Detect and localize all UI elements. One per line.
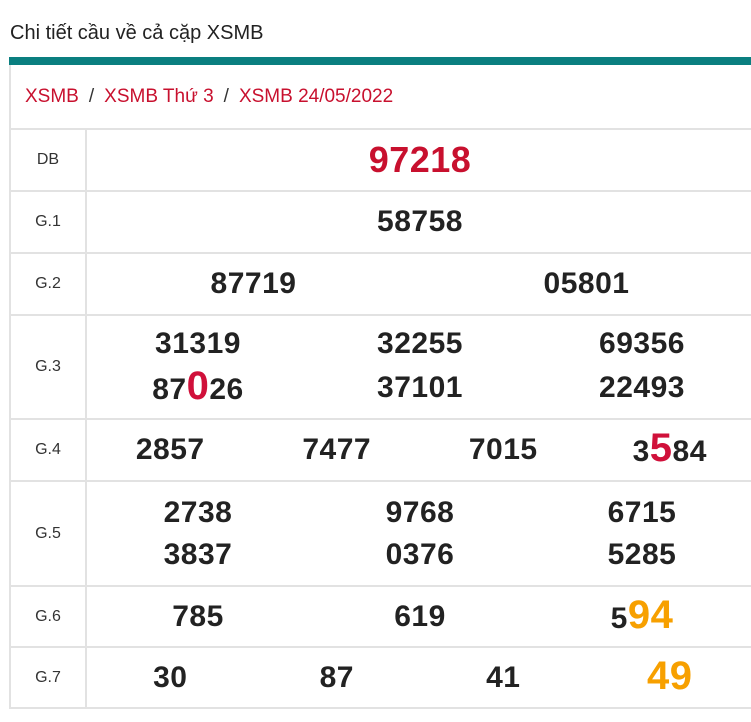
result-number: 2857 (135, 433, 205, 466)
prize-numbers: 2738 9768 6715 3837 0376 5285 (87, 492, 751, 576)
result-number: 41 (486, 660, 521, 694)
result-number: 05801 (543, 267, 630, 300)
result-number: 49 (587, 655, 751, 701)
highlighted-digits: 5 (649, 426, 673, 470)
prize-label: G.2 (11, 253, 87, 316)
result-number: 594 (610, 592, 674, 637)
prize-row-db: DB 97218 (11, 130, 751, 192)
prize-row-g4: G.4 2857 7477 7015 3584 (11, 419, 751, 482)
result-number: 619 (394, 599, 446, 633)
prize-label: G.4 (11, 419, 87, 482)
prize-numbers: 31319 32255 69356 87026 37101 22493 (87, 323, 751, 411)
breadcrumb-xsmb[interactable]: XSMB (25, 85, 79, 107)
breadcrumb-xsmb-date[interactable]: XSMB 24/05/2022 (238, 85, 394, 107)
result-number: 785 (172, 599, 224, 633)
result-number: 3584 (632, 426, 707, 470)
header-accent-bar (9, 57, 751, 65)
prize-row-g7: G.7 30 87 41 49 (11, 647, 751, 709)
prize-row-g2: G.2 87719 05801 (11, 253, 751, 316)
result-number: 5285 (607, 537, 677, 571)
result-number: 7477 (302, 433, 372, 466)
prize-numbers: 58758 (87, 201, 751, 243)
highlighted-digits: 0 (186, 364, 210, 408)
result-number: 31319 (155, 327, 241, 360)
result-number: 7015 (468, 433, 538, 466)
prize-row-g1: G.1 58758 (11, 191, 751, 254)
prize-numbers: 785 619 594 (87, 594, 751, 640)
results-table: DB 97218 G.1 58758 G.2 87719 05801 G.3 31319 3225… (11, 130, 751, 709)
result-number: 30 (153, 660, 188, 694)
result-number: 87026 (152, 364, 244, 408)
prize-label: DB (11, 130, 87, 192)
prize-numbers: 87719 05801 (87, 263, 751, 305)
breadcrumb: XSMB / XSMB Thứ 3 / XSMB 24/05/2022 (11, 65, 751, 130)
prize-label: G.3 (11, 315, 87, 420)
result-number: 37101 (377, 371, 463, 404)
result-number: 22493 (599, 371, 685, 404)
highlighted-digits: 94 (627, 592, 674, 637)
page-title: Chi tiết cầu về cả cặp XSMB (10, 22, 264, 44)
prize-numbers: 97218 (87, 139, 751, 181)
prize-row-g5: G.5 2738 9768 6715 3837 0376 5285 (11, 481, 751, 587)
breadcrumb-xsmb-thu-3[interactable]: XSMB Thứ 3 (104, 85, 214, 107)
result-number: 87 (319, 660, 354, 694)
results-panel: XSMB / XSMB Thứ 3 / XSMB 24/05/2022 DB 97… (9, 65, 751, 709)
result-number: 97218 (368, 139, 472, 180)
prize-row-g6: G.6 785 619 594 (11, 586, 751, 648)
result-number: 2738 (163, 495, 233, 529)
result-number: 69356 (599, 327, 685, 360)
prize-label: G.6 (11, 586, 87, 648)
prize-numbers: 30 87 41 49 (87, 655, 751, 701)
prize-row-g3: G.3 31319 32255 69356 87026 37101 22493 (11, 315, 751, 420)
result-number: 87719 (210, 267, 297, 300)
prize-label: G.1 (11, 191, 87, 254)
result-number: 6715 (607, 495, 677, 529)
highlighted-digits: 49 (647, 653, 693, 698)
breadcrumb-separator: / (88, 85, 95, 107)
result-number: 32255 (377, 327, 463, 360)
result-number: 0376 (385, 537, 455, 571)
result-number: 58758 (377, 205, 463, 238)
result-number: 3837 (163, 537, 233, 571)
prize-label: G.7 (11, 647, 87, 709)
breadcrumb-separator: / (223, 85, 229, 107)
prize-numbers: 2857 7477 7015 3584 (87, 427, 751, 473)
prize-label: G.5 (11, 481, 87, 587)
result-number: 9768 (385, 495, 455, 529)
